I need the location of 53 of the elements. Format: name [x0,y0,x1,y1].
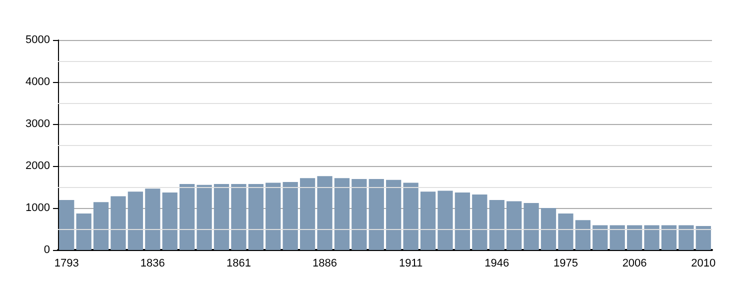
x-tick-label: 2010 [691,258,716,270]
bar [472,194,488,250]
bar [386,180,402,250]
x-tick-label: 1911 [398,258,423,270]
bar [644,225,660,250]
bar [678,225,694,250]
bar [438,190,453,250]
bar [110,196,126,250]
y-tick-label: 1000 [26,202,50,214]
bar [540,208,556,250]
bar [300,178,316,250]
bar [180,184,195,250]
x-tick-label: 1975 [553,258,578,270]
bar [489,200,504,250]
bar [317,176,332,250]
bar [661,225,677,250]
x-tick-label: 1886 [312,258,338,270]
x-tick-label: 1793 [54,258,79,270]
bar [59,200,74,250]
x-tick-label: 1861 [226,258,251,270]
bar [454,192,470,250]
bar [610,225,625,250]
y-tick-label: 2000 [26,160,50,172]
y-tick-label: 5000 [26,34,50,46]
y-tick-label: 0 [44,244,50,256]
bar [696,226,711,250]
bar [231,184,246,250]
bar [420,192,436,250]
bar [93,202,109,250]
bar [403,182,418,250]
bar [162,192,178,250]
bar [506,201,522,250]
y-tick-label: 4000 [26,76,50,88]
bar [368,179,384,250]
bar [592,225,608,250]
bar [196,184,212,250]
bar [76,213,92,250]
bar [575,220,590,250]
bar [214,184,230,250]
bar [558,213,574,250]
y-tick-label: 3000 [26,118,50,130]
bar [282,182,298,250]
bar [334,178,350,250]
x-tick-label: 1946 [484,258,510,270]
bar [266,182,281,250]
bar [352,179,367,250]
bar [626,225,642,250]
bar [145,188,160,250]
bar [248,184,264,250]
bar [524,202,539,250]
bar [128,192,144,250]
x-tick-label: 2006 [622,258,647,270]
x-tick-label: 1836 [140,258,165,270]
